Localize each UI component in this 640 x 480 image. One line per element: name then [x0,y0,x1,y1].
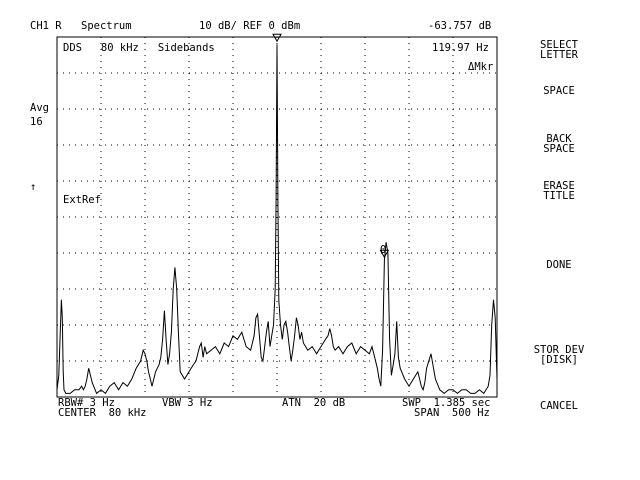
vbw-readout: VBW 3 Hz [162,397,213,409]
marker-number-label: 0 [380,244,387,256]
avg-label: Avg [30,102,49,114]
center-freq-readout: CENTER 80 kHz [58,407,147,419]
softkey-back-space[interactable]: BACK SPACE [543,133,575,155]
softkey-stor-dev[interactable]: STOR DEV [DISK] [533,344,585,366]
rbw-readout: RBW# 3 Hz [58,397,115,409]
scale-ref-label: 10 dB/ REF 0 dBm [199,20,301,32]
channel-label: CH1 R [30,20,62,32]
softkey-space[interactable]: SPACE [543,85,575,97]
spectrum-trace [56,44,498,395]
marker-group [272,33,390,259]
marker-value-readout: -63.757 dB [428,20,492,32]
softkey-done[interactable]: DONE [546,259,572,271]
ext-ref-label: ExtRef [63,194,101,206]
softkey-erase-title[interactable]: ERASE TITLE [543,180,575,202]
trace-title: DDS 80 kHz Sidebands [63,42,215,54]
span-readout: SPAN 500 Hz [414,407,490,419]
mode-label: Spectrum [81,20,132,32]
reference-marker-icon [272,33,282,43]
marker-mode-label: ΔMkr [468,61,494,73]
softkey-select-letter[interactable]: SELECT LETTER [540,39,578,61]
softkey-cancel[interactable]: CANCEL [540,400,578,412]
attenuation-readout: ATN 20 dB [282,397,346,409]
sweep-time-readout: SWP 1.385 sec [402,397,491,409]
ref-level-arrow-icon: ↑ [30,181,37,193]
avg-value: 16 [30,116,43,128]
delta-marker-icon [379,249,390,259]
marker-freq-readout: 119.97 Hz [432,42,489,54]
